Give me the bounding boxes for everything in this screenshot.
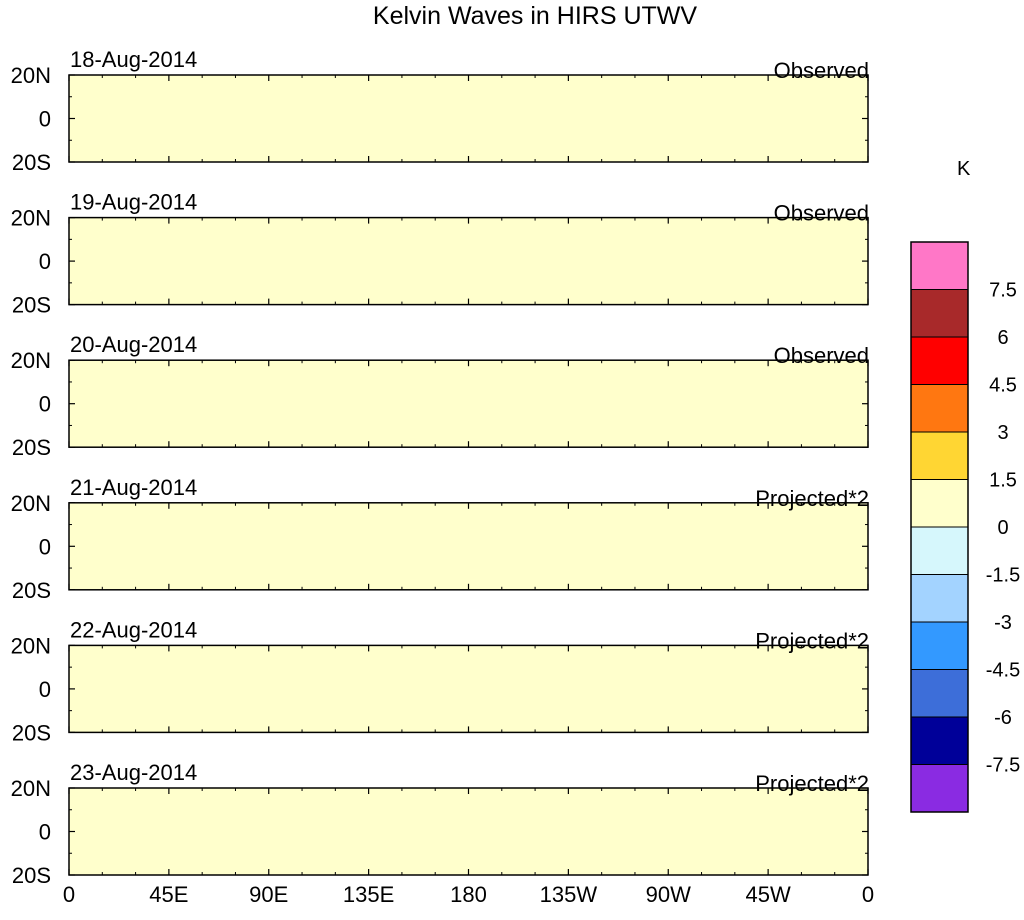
- y-tick-label: 0: [39, 107, 51, 132]
- y-tick-label: 20S: [12, 435, 51, 460]
- panel-label: Projected*2: [755, 486, 869, 511]
- panel-date: 22-Aug-2014: [70, 617, 197, 642]
- panel-label: Observed: [774, 343, 869, 368]
- panel-label: Projected*2: [755, 628, 869, 653]
- colorbar-swatch: [910, 289, 969, 338]
- x-tick-label: 90E: [249, 882, 288, 907]
- colorbar-tick-label: -4.5: [986, 660, 1020, 682]
- x-tick-label: 90W: [646, 882, 691, 907]
- colorbar-swatch: [910, 574, 969, 623]
- colorbar-tick-label: -7.5: [986, 755, 1020, 777]
- panel-background: [69, 502, 868, 590]
- colorbar-tick-label: 4.5: [989, 375, 1017, 397]
- y-tick-label: 20S: [12, 720, 51, 745]
- colorbar-tick-label: 7.5: [989, 280, 1017, 302]
- y-tick-label: 0: [39, 392, 51, 417]
- colorbar-tick-label: -6: [994, 707, 1012, 729]
- y-tick-label: 0: [39, 249, 51, 274]
- colorbar-tick-label: -3: [994, 612, 1012, 634]
- y-tick-label: 20N: [11, 206, 51, 231]
- colorbar-swatch: [910, 526, 969, 575]
- colorbar-tick-label: 3: [997, 422, 1008, 444]
- panel-date: 21-Aug-2014: [70, 475, 197, 500]
- colorbar-tick-label: 6: [997, 327, 1008, 349]
- y-tick-label: 0: [39, 677, 51, 702]
- colorbar-tick-label: 0: [997, 517, 1008, 539]
- y-tick-label: 20S: [12, 293, 51, 318]
- y-tick-label: 20N: [11, 491, 51, 516]
- panel-label: Observed: [774, 201, 869, 226]
- panel-background: [69, 645, 868, 733]
- panel-date: 23-Aug-2014: [70, 760, 197, 785]
- colorbar-swatch: [910, 764, 969, 813]
- panel-label: Observed: [774, 58, 869, 83]
- colorbar-swatch: [910, 479, 969, 528]
- y-tick-label: 20N: [11, 348, 51, 373]
- panel-date: 19-Aug-2014: [70, 190, 197, 215]
- panel-background: [69, 75, 868, 162]
- x-tick-label: 135E: [343, 882, 394, 907]
- colorbar-swatch: [910, 621, 969, 670]
- colorbar-tick-label: -1.5: [986, 565, 1020, 587]
- x-tick-label: 0: [862, 882, 874, 907]
- x-tick-label: 135W: [540, 882, 598, 907]
- y-tick-label: 0: [39, 820, 51, 845]
- y-tick-label: 0: [39, 534, 51, 559]
- colorbar-swatch: [910, 336, 969, 385]
- panel-date: 18-Aug-2014: [70, 47, 197, 72]
- panel-background: [69, 788, 868, 875]
- x-tick-label: 45W: [746, 882, 791, 907]
- colorbar-swatch: [910, 716, 969, 765]
- panel-background: [69, 360, 868, 448]
- colorbar-swatch: [910, 384, 969, 433]
- y-tick-label: 20S: [12, 863, 51, 888]
- colorbar-swatch: [910, 431, 969, 480]
- colorbar-swatch: [910, 669, 969, 718]
- panel-date: 20-Aug-2014: [70, 332, 197, 357]
- colorbar-swatch: [910, 241, 969, 290]
- x-tick-label: 180: [450, 882, 487, 907]
- colorbar-tick-label: 1.5: [989, 470, 1017, 492]
- panel-label: Projected*2: [755, 771, 869, 796]
- colorbar-frame: [910, 241, 969, 813]
- y-tick-label: 20N: [11, 63, 51, 88]
- panel-background: [69, 217, 868, 305]
- x-tick-label: 45E: [149, 882, 188, 907]
- y-tick-label: 20S: [12, 578, 51, 603]
- y-tick-label: 20N: [11, 633, 51, 658]
- y-tick-label: 20S: [12, 150, 51, 175]
- chart-title: Kelvin Waves in HIRS UTWV: [372, 2, 698, 30]
- x-tick-label: 0: [63, 882, 75, 907]
- y-tick-label: 20N: [11, 776, 51, 801]
- colorbar-unit-label: K: [957, 158, 971, 180]
